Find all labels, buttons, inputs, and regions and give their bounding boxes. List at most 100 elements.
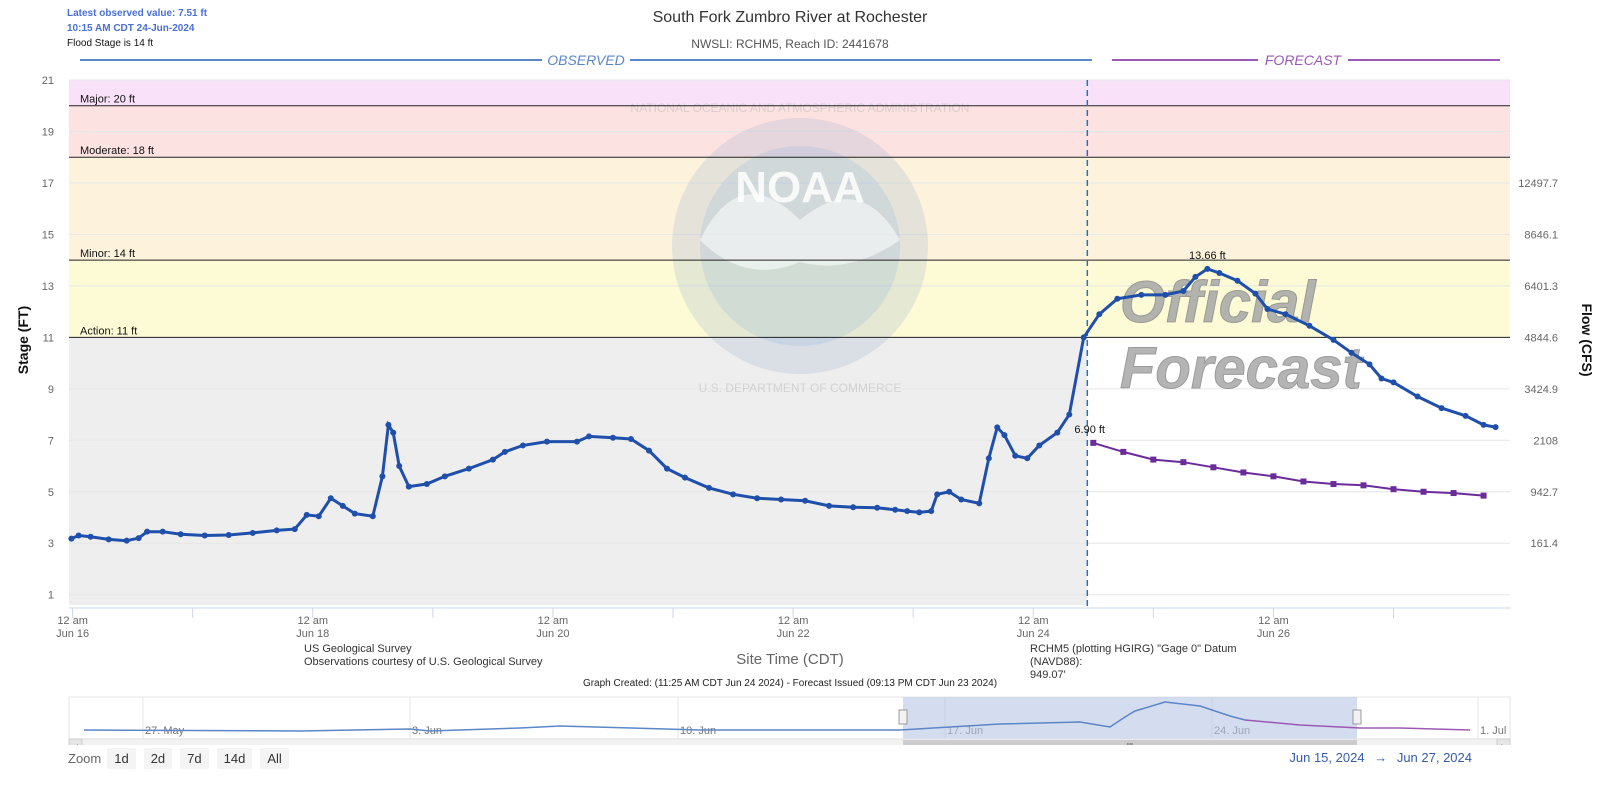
x-tick-label: Jun 22 [777,628,810,640]
range-from[interactable]: Jun 15, 2024 [1289,750,1365,765]
observed-point [327,495,334,502]
y-tick-label: 15 [42,229,54,241]
forecast-point [1480,492,1487,499]
y-tick-label: 19 [42,126,54,138]
navigator-date-label: 10. Jun [680,725,716,737]
y2-tick-label: 8646.1 [1524,229,1558,241]
observed-point [1024,455,1031,462]
observed-point [201,532,208,539]
observed-point [75,532,82,539]
observed-point [946,488,953,495]
observed-point [1438,405,1445,412]
observed-point [501,448,508,455]
observed-point [135,535,142,542]
observed-point [105,536,112,543]
observed-point [1492,424,1499,431]
zoom-all-button[interactable]: All [260,748,289,769]
navigator-handle[interactable] [898,709,908,725]
forecast-point [1390,486,1397,493]
observed-point [802,497,809,504]
noaa-ring-text: NATIONAL OCEANIC AND ATMOSPHERIC ADMINIS… [631,101,970,115]
observed-point [225,532,232,538]
official-forecast-line2: Forecast [1120,336,1364,401]
zoom-1d-button[interactable]: 1d [107,748,136,769]
observed-point [291,526,298,533]
data-label: 13.66 ft [1189,250,1226,262]
x-tick-label: 12 am [1018,615,1049,627]
observed-point [1252,290,1259,297]
observed-point [706,484,713,491]
observed-point [985,455,992,462]
observed-point [1378,375,1385,382]
scrollbar-track [68,738,1511,745]
observed-point [385,421,392,428]
observed-period-shading [69,337,1088,605]
arrow-right-icon: ▸ [1501,741,1506,745]
observed-point [1306,322,1313,329]
x-tick-label: 12 am [1258,615,1289,627]
y-axis-title: Stage (FT) [15,306,31,374]
y2-axis-title: Flow (CFS) [1579,303,1595,376]
scroll-right-button[interactable] [1496,738,1511,745]
observed-point [1096,311,1103,318]
x-tick-label: 12 am [778,615,809,627]
observed-point [123,537,130,544]
range-separator: → [1374,750,1388,765]
observed-point [315,513,322,520]
observed-point [543,438,550,445]
observed-point [976,500,983,507]
observed-point [1001,432,1008,439]
observed-point [1390,379,1397,386]
forecast-point [1420,488,1427,495]
navigator-handle[interactable] [1352,709,1362,725]
series-layer: 13.66 ft 6.90 ft [68,250,1499,544]
zoom-14d-button[interactable]: 14d [216,748,253,769]
scroll-left-button[interactable] [68,738,83,745]
observed-point [682,474,689,481]
zoom-7d-button[interactable]: 7d [180,748,209,769]
observed-point [1414,393,1421,400]
observed-point [1192,273,1199,280]
forecast-point [1090,439,1097,446]
observed-point [390,429,397,436]
observed-point [1264,306,1271,313]
range-to[interactable]: Jun 27, 2024 [1396,750,1472,765]
scrollbar-thumb[interactable] [903,740,1357,745]
zoom-2d-button[interactable]: 2d [143,748,173,769]
y2-tick-label: 942.7 [1530,487,1558,499]
observed-point [339,502,346,509]
forecast-point [1450,490,1457,497]
official-forecast-line1: Official [1120,270,1317,335]
observed-point [585,433,592,440]
latest-value: Latest observed value: 7.51 ft [67,8,208,19]
navigator-forecast-line [1244,719,1471,731]
observed-point [159,528,166,535]
arrow-left-icon: ◂ [73,741,78,745]
observed-point [1054,429,1061,436]
y-tick-label: 11 [43,332,54,344]
observed-point [1036,442,1043,449]
threshold-lines: Action: 11 ft Minor: 14 ft Moderate: 18 ft… [69,80,1510,608]
observed-point [1066,411,1073,418]
observed-point [396,463,403,470]
observed-point [892,506,899,513]
threshold-label-action: Action: 11 ft [80,325,137,337]
source-line-2: Observations courtesy of U.S. Geological… [304,656,543,668]
forecast-series-line [1093,441,1484,497]
threshold-label-moderate: Moderate: 18 ft [80,145,154,157]
y2-tick-label: 161.4 [1530,538,1558,550]
observed-point [1480,421,1487,428]
y-tick-label: 13 [42,281,54,293]
navigator-date-label: 1. Jul [1480,725,1506,737]
observed-point [489,456,496,463]
stage-chart: South Fork Zumbro River at Rochester NWS… [15,9,1595,745]
observed-point [1012,452,1019,459]
observed-point [1080,334,1087,341]
noaa-watermark: NOAA NATIONAL OCEANIC AND ATMOSPHERIC ADM… [631,101,1365,402]
threshold-label-major: Major: 20 ft [80,94,135,106]
observed-point [465,465,472,472]
observed-point [609,434,616,441]
datum-line-1: RCHM5 (plotting HGIRG) "Gage 0" Datum (N… [1030,643,1237,668]
observed-point [423,481,430,488]
